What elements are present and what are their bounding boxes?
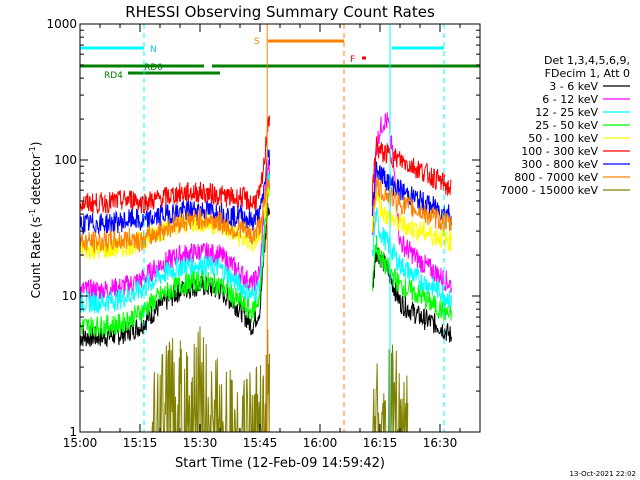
x-tick-label: 15:00 — [63, 436, 98, 450]
axes: 15:00 15:15 15:30 15:45 16:00 16:15 16:30 1 10 10… — [46, 17, 481, 450]
series-25-50-kev — [79, 186, 452, 339]
annotation-s: S — [254, 37, 260, 47]
x-tick-label: 15:45 — [243, 436, 278, 450]
series-12-25-kev — [79, 171, 452, 314]
series-800-7000-kev — [79, 177, 452, 254]
annotation-f: F — [350, 55, 355, 65]
legend-header: Det 1,3,4,5,6,9, — [544, 54, 630, 67]
x-tick-label: 16:00 — [303, 436, 338, 450]
annotation-rd4: RD4 — [104, 71, 123, 81]
x-tick-label: 16:30 — [423, 436, 458, 450]
x-tick-label: 16:15 — [363, 436, 398, 450]
y-tick-label: 10 — [62, 289, 77, 303]
legend-label: 7000 - 15000 keV — [500, 184, 598, 197]
legend-label: 6 - 12 keV — [542, 93, 598, 106]
legend-label: 100 - 300 keV — [521, 145, 598, 158]
legend-label: 25 - 50 keV — [535, 119, 598, 132]
y-axis-label: Count Rate (s-1 detector-1) — [28, 142, 43, 299]
x-tick-label: 15:15 — [123, 436, 158, 450]
legend-label: 12 - 25 keV — [535, 106, 598, 119]
chart-title: RHESSI Observing Summary Count Rates — [125, 3, 435, 21]
y-tick-label: 1000 — [46, 17, 77, 31]
plot-area: N RD0 RD4 S F — [79, 24, 480, 433]
legend-label: 300 - 800 keV — [521, 158, 598, 171]
y-tick-label: 1 — [69, 425, 77, 439]
y-tick-label: 100 — [54, 153, 77, 167]
footer-timestamp: 13-Oct-2021 22:02 — [570, 470, 636, 478]
series-line — [79, 177, 452, 254]
legend-header: FDecim 1, Att 0 — [545, 67, 630, 80]
series-line — [79, 171, 452, 314]
legend-label: 50 - 100 keV — [528, 132, 598, 145]
x-tick-label: 15:30 — [183, 436, 218, 450]
series-line — [79, 186, 452, 339]
series-line — [151, 326, 409, 433]
legend: Det 1,3,4,5,6,9,FDecim 1, Att 03 - 6 keV… — [500, 54, 630, 197]
legend-label: 3 - 6 keV — [549, 80, 598, 93]
legend-label: 800 - 7000 keV — [514, 171, 598, 184]
x-axis-label: Start Time (12-Feb-09 14:59:42) — [175, 456, 385, 471]
annotation-rd0: RD0 — [144, 63, 163, 73]
series-7000-15000-kev — [151, 326, 409, 433]
annotation-n: N — [150, 45, 157, 55]
